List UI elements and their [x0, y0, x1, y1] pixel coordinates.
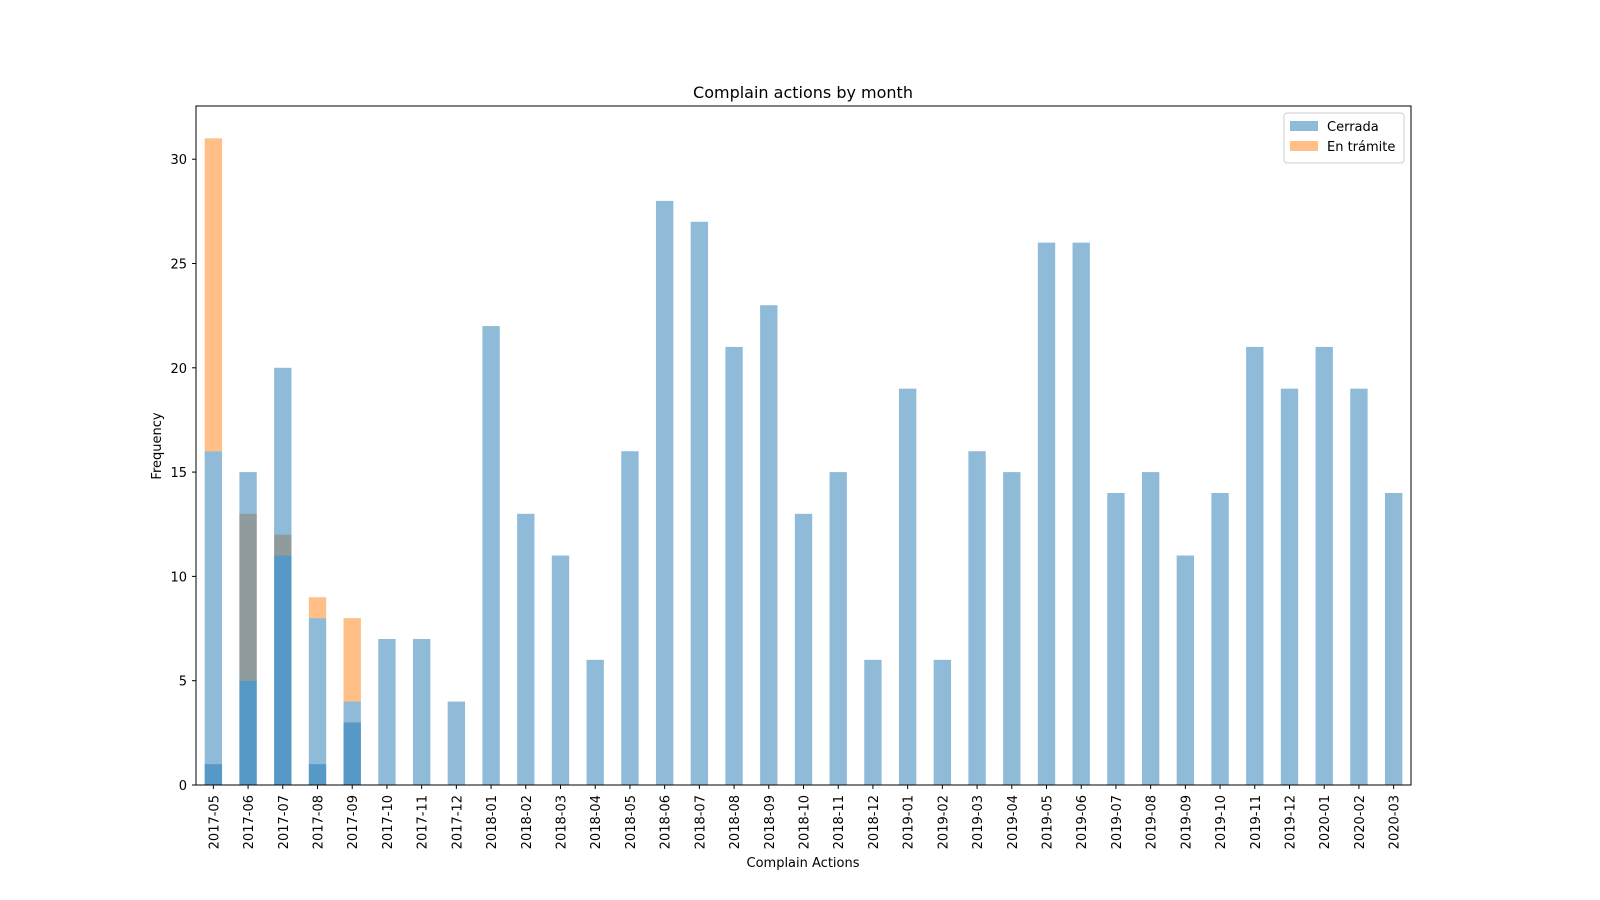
bar: [864, 659, 882, 785]
bar: [760, 305, 778, 785]
y-tick-label: 30: [170, 153, 187, 168]
x-tick-label: 2019-06: [1075, 795, 1090, 849]
bar: [1350, 388, 1368, 785]
x-tick-label: 2018-01: [485, 795, 500, 849]
x-tick-label: 2020-03: [1388, 795, 1403, 849]
x-tick-label: 2017-06: [242, 795, 257, 849]
bar: [204, 138, 223, 452]
bar: [690, 221, 709, 786]
bar: [586, 659, 604, 785]
bar: [898, 388, 917, 785]
y-tick-label: 15: [170, 466, 187, 481]
x-tick-label: 2019-08: [1145, 795, 1160, 849]
x-tick-label: 2019-05: [1041, 795, 1056, 849]
x-tick-label: 2017-07: [277, 795, 292, 849]
legend-label: Cerrada: [1327, 120, 1379, 135]
x-tick-label: 2018-07: [693, 795, 708, 849]
bar: [239, 472, 257, 785]
y-tick-label: 0: [179, 779, 187, 794]
x-tick-label: 2020-01: [1318, 795, 1333, 849]
y-tick-label: 25: [170, 257, 187, 272]
bar: [621, 451, 639, 785]
x-tick-label: 2018-05: [624, 795, 639, 849]
x-tick-label: 2019-03: [971, 795, 986, 849]
bar: [551, 555, 570, 785]
x-tick-label: 2017-09: [346, 795, 361, 849]
bar: [378, 638, 396, 785]
bar: [517, 513, 535, 785]
bar: [308, 618, 327, 785]
y-axis-label: Frequency: [150, 412, 165, 479]
x-tick-label: 2019-01: [902, 795, 917, 849]
bar: [1280, 388, 1299, 785]
y-tick-label: 5: [179, 675, 187, 690]
bar: [482, 326, 500, 785]
bar: [725, 346, 743, 785]
bar: [1037, 242, 1056, 786]
x-tick-label: 2017-12: [450, 795, 465, 849]
x-tick-label: 2020-02: [1353, 795, 1368, 849]
x-tick-label: 2018-09: [763, 795, 778, 849]
bar: [204, 451, 223, 785]
x-axis-label: Complain Actions: [747, 856, 860, 871]
bar: [933, 659, 952, 785]
x-tick-label: 2018-11: [832, 795, 847, 849]
bar: [308, 597, 327, 619]
chart-title: Complain actions by month: [693, 83, 913, 102]
bar: [1003, 472, 1021, 785]
bar: [1211, 492, 1229, 785]
bar: [1107, 492, 1125, 785]
legend-swatch: [1290, 141, 1318, 151]
x-tick-label: 2019-10: [1214, 795, 1229, 849]
bar: [447, 701, 466, 785]
bar: [655, 200, 674, 786]
x-tick-label: 2019-04: [1006, 795, 1021, 849]
x-tick-label: 2018-12: [867, 795, 882, 849]
x-tick-label: 2019-09: [1179, 795, 1194, 849]
x-tick-label: 2018-03: [555, 795, 570, 849]
bar: [1072, 242, 1090, 786]
x-tick-label: 2018-08: [728, 795, 743, 849]
bar: [1315, 346, 1333, 785]
x-tick-label: 2017-11: [416, 795, 431, 849]
x-tick-label: 2017-08: [312, 795, 327, 849]
bar: [412, 638, 431, 785]
y-tick-label: 20: [170, 362, 187, 377]
legend-swatch: [1290, 121, 1318, 131]
bar: [308, 764, 327, 785]
x-tick-label: 2017-05: [207, 795, 222, 849]
bar: [343, 722, 361, 785]
x-tick-label: 2018-06: [659, 795, 674, 849]
bar: [1141, 472, 1160, 785]
x-tick-label: 2018-04: [589, 795, 604, 849]
bar: [204, 764, 223, 785]
plot-frame: [195, 105, 1412, 786]
bar: [968, 451, 986, 785]
bar: [794, 513, 813, 785]
x-tick-label: 2017-10: [381, 795, 396, 849]
bar: [274, 367, 292, 785]
x-tick-label: 2019-11: [1249, 795, 1264, 849]
x-tick-label: 2018-02: [520, 795, 535, 849]
x-tick-label: 2019-02: [936, 795, 951, 849]
x-tick-label: 2019-07: [1110, 795, 1125, 849]
y-tick-label: 10: [170, 570, 187, 585]
x-tick-label: 2018-10: [798, 795, 813, 849]
legend-label: En trámite: [1327, 140, 1395, 155]
bar: [1246, 346, 1264, 785]
bar: [1176, 555, 1195, 785]
bar: [1384, 492, 1403, 785]
bar: [343, 618, 361, 702]
x-tick-label: 2019-12: [1284, 795, 1299, 849]
bar: [829, 472, 847, 785]
